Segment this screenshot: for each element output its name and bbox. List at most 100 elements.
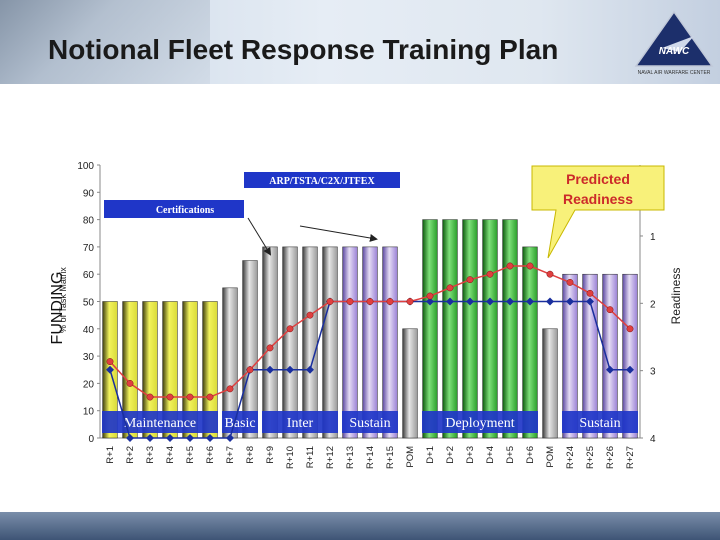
readiness-point-25 <box>606 306 614 314</box>
bar-rplus-14 <box>362 246 378 439</box>
readiness-point-8 <box>266 344 274 352</box>
readiness-point-13 <box>366 298 374 305</box>
logo-text: NAWC <box>659 46 690 57</box>
readiness-point-24 <box>586 289 594 297</box>
readiness-point-16 <box>426 292 434 300</box>
funding-axis-label: FUNDING <box>49 272 66 345</box>
x-tick-label: R+27 <box>625 446 636 469</box>
phase-box-4 <box>422 411 538 433</box>
x-tick-label: R+7 <box>225 446 236 464</box>
y-tick-label: 70 <box>83 243 95 254</box>
y2-tick-label: 4 <box>650 434 656 445</box>
y2-tick-label: 1 <box>650 232 656 243</box>
phase-label-4: Deployment <box>445 416 514 431</box>
blue-point-0 <box>106 365 114 374</box>
annotations: ARP/TSTA/C2X/JTFEX Certifications Predic… <box>104 165 665 259</box>
readiness-point-3 <box>166 393 174 401</box>
slide-header: Notional Fleet Response Training Plan NA… <box>0 0 720 84</box>
readiness-point-7 <box>246 366 254 374</box>
blue-point-19 <box>486 297 494 306</box>
blue-point-24 <box>586 297 594 306</box>
phase-label-2: Inter <box>287 416 314 431</box>
bottom-band <box>0 512 720 540</box>
bar-rplus-10 <box>282 246 298 439</box>
x-tick-label: D+5 <box>505 446 516 464</box>
x-tick-label: R+26 <box>605 446 616 469</box>
phase-box-2 <box>262 411 338 433</box>
y-tick-label: 20 <box>83 379 95 390</box>
x-tick-label: R+4 <box>165 446 176 464</box>
readiness-point-23 <box>566 278 574 286</box>
x-tick-label: D+1 <box>425 446 436 464</box>
bar-rplus-8 <box>242 260 258 439</box>
blue-point-16 <box>426 297 434 306</box>
readiness-point-10 <box>306 311 314 319</box>
banner-top-label: ARP/TSTA/C2X/JTFEX <box>269 176 375 187</box>
bar-rplus-27 <box>622 273 638 439</box>
x-tick-label: R+1 <box>105 446 116 464</box>
callout-line-2: Readiness <box>563 191 633 207</box>
x-tick-label: R+8 <box>245 446 256 464</box>
bar-rplus-26 <box>602 273 618 439</box>
bar-dplus-1 <box>422 219 438 439</box>
x-tick-label: R+11 <box>305 446 316 468</box>
y2-axis-label: Readiness <box>669 268 683 325</box>
y-tick-label: 10 <box>83 407 95 418</box>
readiness-point-17 <box>446 284 454 292</box>
y-tick-label: 0 <box>88 434 94 445</box>
bar-dplus-2 <box>442 219 458 439</box>
bar-dplus-3 <box>462 219 478 439</box>
readiness-point-5 <box>206 393 214 401</box>
readiness-point-19 <box>486 270 494 278</box>
bar-rplus-24 <box>562 273 578 439</box>
blue-point-5 <box>206 434 214 442</box>
blue-point-4 <box>186 434 194 442</box>
blue-point-8 <box>266 365 274 374</box>
blue-point-18 <box>466 297 474 306</box>
readiness-point-11 <box>326 298 334 305</box>
blue-point-2 <box>146 434 154 442</box>
phase-box-0 <box>102 411 218 433</box>
x-tick-label: POM <box>545 446 556 468</box>
phase-box-1 <box>222 411 258 433</box>
banner-top-box <box>244 172 400 188</box>
blue-point-6 <box>226 434 234 442</box>
phase-label-3: Sustain <box>349 416 390 431</box>
blue-point-20 <box>506 297 514 306</box>
blue-point-22 <box>546 297 554 306</box>
readiness-point-14 <box>386 298 394 305</box>
certifications-label: Certifications <box>156 205 214 216</box>
bar-rplus-12 <box>322 246 338 439</box>
blue-point-25 <box>606 365 614 374</box>
y-tick-label: 40 <box>83 325 95 336</box>
phase-label-0: Maintenance <box>124 416 196 431</box>
y-tick-label: 80 <box>83 216 95 227</box>
blue-point-3 <box>166 434 174 442</box>
readiness-point-20 <box>506 262 514 270</box>
blue-point-26 <box>626 365 634 374</box>
readiness-point-9 <box>286 325 294 333</box>
x-tick-label: D+3 <box>465 446 476 464</box>
readiness-point-2 <box>146 393 154 401</box>
readiness-point-26 <box>626 325 634 333</box>
bar-pom <box>542 328 558 439</box>
y-tick-label: 50 <box>83 298 95 309</box>
bar-pom <box>402 328 418 439</box>
readiness-point-18 <box>466 276 474 284</box>
bar-rplus-13 <box>342 246 358 439</box>
x-tick-label: R+2 <box>125 446 136 464</box>
x-tick-label: D+4 <box>485 446 496 464</box>
x-tick-label: R+14 <box>365 446 376 469</box>
nawc-logo: NAWC <box>634 10 714 67</box>
blue-point-21 <box>526 297 534 306</box>
x-tick-label: R+10 <box>285 446 296 469</box>
readiness-point-15 <box>406 298 414 305</box>
x-tick-label: D+6 <box>525 446 536 464</box>
y-axis-label: % of Task Matrix <box>58 267 68 333</box>
x-tick-label: POM <box>405 446 416 468</box>
x-tick-label: R+12 <box>325 446 336 469</box>
y-tick-label: 90 <box>83 188 95 199</box>
phase-label-1: Basic <box>224 416 255 431</box>
y2-tick-label: 2 <box>650 299 656 310</box>
